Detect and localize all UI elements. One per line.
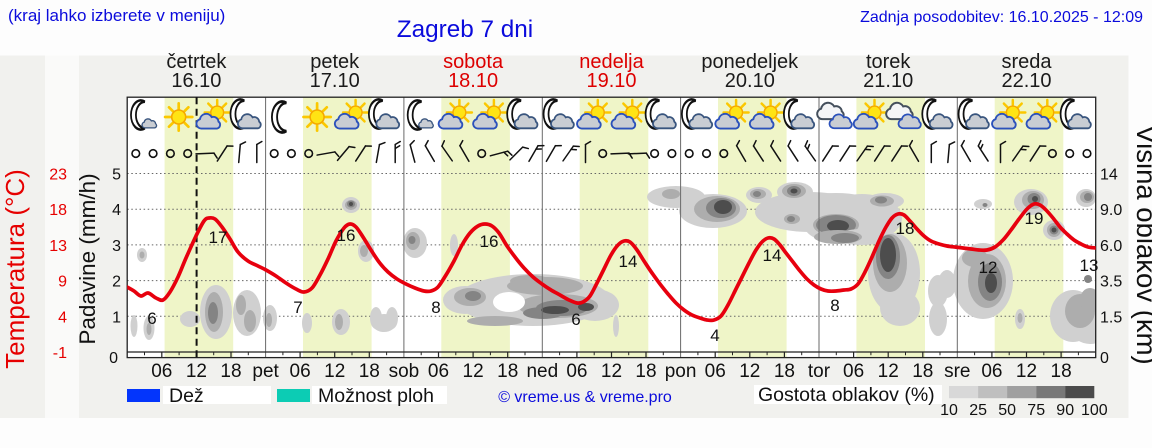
svg-text:1.5: 1.5 bbox=[1100, 309, 1122, 326]
svg-text:nedelja: nedelja bbox=[579, 51, 644, 73]
svg-text:tor: tor bbox=[808, 361, 831, 382]
svg-text:12: 12 bbox=[979, 258, 998, 277]
svg-text:12: 12 bbox=[324, 361, 345, 382]
svg-text:Zagreb 7 dni: Zagreb 7 dni bbox=[397, 16, 533, 43]
svg-text:14: 14 bbox=[619, 252, 638, 271]
svg-text:22.10: 22.10 bbox=[1001, 70, 1051, 92]
svg-text:2: 2 bbox=[112, 274, 121, 291]
svg-text:17.10: 17.10 bbox=[310, 70, 360, 92]
svg-text:-1: -1 bbox=[53, 345, 67, 362]
svg-text:9: 9 bbox=[58, 274, 67, 291]
svg-text:0: 0 bbox=[109, 350, 118, 367]
svg-text:18: 18 bbox=[220, 361, 241, 382]
svg-text:sobota: sobota bbox=[443, 51, 504, 73]
svg-text:6: 6 bbox=[147, 309, 156, 328]
svg-text:8: 8 bbox=[830, 296, 839, 315]
svg-text:9.0: 9.0 bbox=[1100, 202, 1122, 219]
svg-text:6.0: 6.0 bbox=[1100, 238, 1122, 255]
svg-text:torek: torek bbox=[866, 51, 911, 73]
svg-text:06: 06 bbox=[705, 361, 726, 382]
svg-text:6: 6 bbox=[571, 310, 580, 329]
svg-text:Višina oblakov (km): Višina oblakov (km) bbox=[1131, 125, 1152, 364]
svg-text:90: 90 bbox=[1056, 402, 1074, 419]
svg-text:18: 18 bbox=[359, 361, 380, 382]
svg-text:18.10: 18.10 bbox=[448, 70, 498, 92]
svg-text:12: 12 bbox=[1016, 361, 1037, 382]
svg-text:10: 10 bbox=[940, 402, 958, 419]
svg-text:3.5: 3.5 bbox=[1100, 274, 1122, 291]
svg-text:18: 18 bbox=[912, 361, 933, 382]
svg-text:18: 18 bbox=[49, 202, 67, 219]
svg-text:4: 4 bbox=[710, 326, 719, 345]
svg-text:Gostota oblakov (%): Gostota oblakov (%) bbox=[758, 384, 935, 406]
svg-text:12: 12 bbox=[739, 361, 760, 382]
svg-text:ponedeljek: ponedeljek bbox=[701, 51, 799, 73]
svg-text:3: 3 bbox=[112, 238, 121, 255]
svg-text:75: 75 bbox=[1027, 402, 1045, 419]
svg-text:16.10: 16.10 bbox=[171, 70, 221, 92]
svg-text:50: 50 bbox=[998, 402, 1016, 419]
svg-text:ned: ned bbox=[526, 361, 558, 382]
svg-text:13: 13 bbox=[49, 238, 67, 255]
svg-text:12: 12 bbox=[601, 361, 622, 382]
svg-text:18: 18 bbox=[896, 219, 915, 238]
svg-text:14: 14 bbox=[1100, 167, 1118, 184]
svg-text:19.10: 19.10 bbox=[586, 70, 636, 92]
svg-text:25: 25 bbox=[969, 402, 987, 419]
svg-text:1: 1 bbox=[112, 309, 121, 326]
svg-text:17: 17 bbox=[209, 228, 228, 247]
svg-text:06: 06 bbox=[290, 361, 311, 382]
svg-text:© vreme.us & vreme.pro: © vreme.us & vreme.pro bbox=[498, 389, 672, 406]
svg-text:19: 19 bbox=[1025, 209, 1044, 228]
svg-text:pet: pet bbox=[252, 361, 279, 382]
svg-text:12: 12 bbox=[463, 361, 484, 382]
svg-text:18: 18 bbox=[1051, 361, 1072, 382]
svg-text:13: 13 bbox=[1080, 256, 1099, 275]
svg-text:7: 7 bbox=[293, 298, 302, 317]
svg-text:18: 18 bbox=[774, 361, 795, 382]
svg-text:14: 14 bbox=[763, 246, 782, 265]
svg-text:petek: petek bbox=[310, 51, 360, 73]
svg-text:4: 4 bbox=[58, 309, 67, 326]
svg-text:06: 06 bbox=[151, 361, 172, 382]
svg-text:16: 16 bbox=[480, 232, 499, 251]
svg-text:06: 06 bbox=[981, 361, 1002, 382]
svg-text:sre: sre bbox=[944, 361, 970, 382]
svg-text:Dež: Dež bbox=[169, 385, 204, 407]
svg-text:18: 18 bbox=[497, 361, 518, 382]
svg-text:Možnost ploh: Možnost ploh bbox=[318, 385, 434, 407]
svg-text:06: 06 bbox=[428, 361, 449, 382]
svg-text:sreda: sreda bbox=[1001, 51, 1052, 73]
svg-text:23: 23 bbox=[49, 167, 67, 184]
svg-text:8: 8 bbox=[431, 298, 440, 317]
svg-text:16: 16 bbox=[337, 226, 356, 245]
svg-text:0: 0 bbox=[1100, 350, 1109, 367]
svg-text:06: 06 bbox=[566, 361, 587, 382]
svg-text:Zadnja posodobitev: 16.10.2025: Zadnja posodobitev: 16.10.2025 - 12:09 bbox=[860, 9, 1143, 26]
svg-text:pon: pon bbox=[665, 361, 697, 382]
svg-text:4: 4 bbox=[112, 202, 121, 219]
svg-text:Padavine (mm/h): Padavine (mm/h) bbox=[75, 173, 100, 344]
svg-text:12: 12 bbox=[186, 361, 207, 382]
svg-text:100: 100 bbox=[1081, 402, 1108, 419]
svg-text:06: 06 bbox=[843, 361, 864, 382]
svg-text:sob: sob bbox=[389, 361, 420, 382]
svg-text:četrtek: četrtek bbox=[166, 51, 227, 73]
svg-text:(kraj lahko izberete v meniju): (kraj lahko izberete v meniju) bbox=[8, 6, 225, 25]
svg-text:20.10: 20.10 bbox=[725, 70, 775, 92]
svg-text:Temperatura (°C): Temperatura (°C) bbox=[0, 169, 30, 369]
svg-text:5: 5 bbox=[112, 167, 121, 184]
svg-text:18: 18 bbox=[635, 361, 656, 382]
svg-text:21.10: 21.10 bbox=[863, 70, 913, 92]
svg-text:12: 12 bbox=[878, 361, 899, 382]
